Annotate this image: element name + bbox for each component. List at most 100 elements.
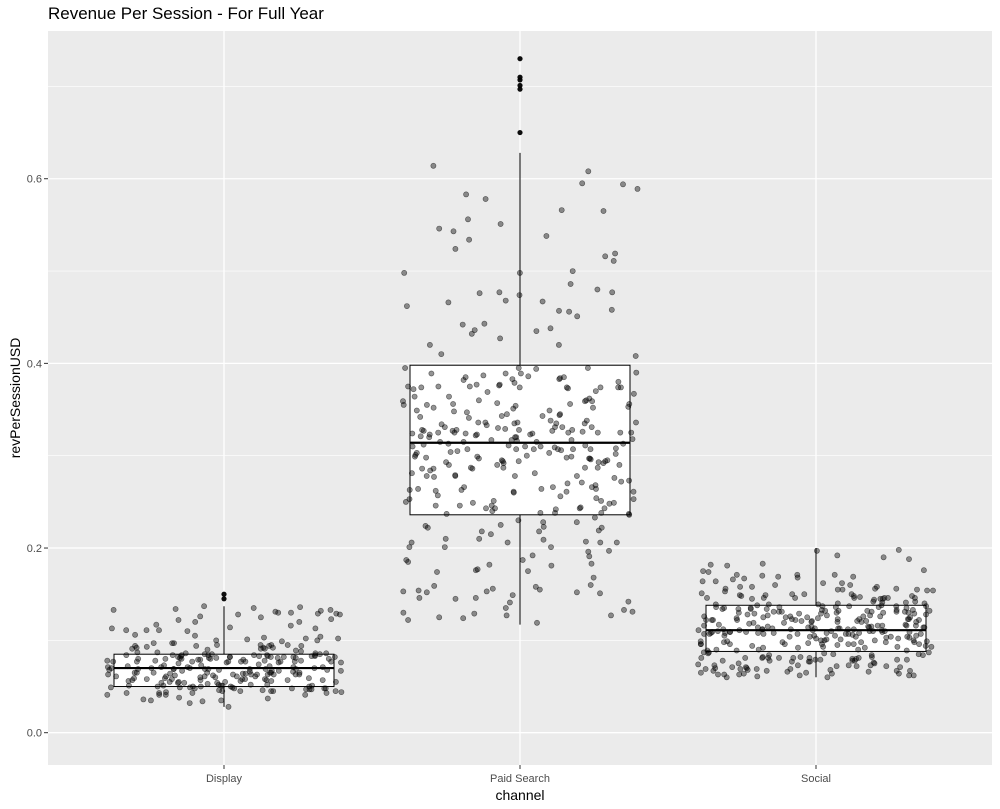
data-point (597, 539, 604, 546)
data-point (563, 454, 570, 461)
data-point (420, 441, 427, 448)
data-point (815, 615, 821, 622)
data-point (235, 611, 241, 618)
data-point (558, 447, 564, 454)
data-point (772, 582, 778, 588)
data-point (515, 517, 522, 524)
data-point (324, 667, 331, 673)
data-point (436, 614, 443, 621)
data-point (474, 566, 481, 573)
data-point (604, 457, 611, 464)
data-point (715, 628, 721, 634)
data-point (617, 429, 624, 436)
data-point (510, 489, 517, 496)
data-point (443, 459, 449, 466)
data-point (187, 684, 193, 691)
data-point (483, 505, 489, 512)
data-point (885, 595, 891, 601)
data-point (556, 307, 562, 314)
data-point (755, 646, 762, 653)
data-point (498, 413, 505, 419)
data-point (749, 583, 755, 590)
data-point (851, 657, 858, 664)
data-point (925, 649, 932, 656)
data-point (763, 667, 770, 674)
data-point (708, 617, 715, 623)
data-point (225, 703, 232, 710)
x-tick-label: Display (206, 773, 243, 785)
data-point (489, 585, 496, 592)
data-point (703, 617, 709, 623)
data-point (143, 627, 150, 634)
data-point (297, 604, 303, 610)
data-point (536, 586, 543, 593)
data-point (331, 654, 338, 660)
data-point (500, 460, 507, 466)
data-point (471, 610, 478, 617)
data-point (405, 617, 411, 623)
data-point (514, 437, 520, 444)
data-point (861, 644, 868, 651)
data-point (821, 650, 828, 657)
data-point (754, 602, 761, 609)
data-point (152, 657, 159, 664)
data-point (776, 604, 783, 610)
data-point (721, 639, 727, 646)
data-point (292, 647, 299, 654)
data-point (701, 631, 707, 637)
data-point (233, 673, 240, 680)
data-point (227, 624, 233, 631)
data-point (887, 633, 894, 640)
data-point (512, 473, 518, 479)
data-point (753, 666, 760, 672)
data-point (590, 404, 596, 411)
data-point (519, 557, 526, 563)
data-point (721, 632, 728, 639)
data-point (406, 486, 413, 493)
data-point (298, 648, 304, 655)
data-point (516, 426, 522, 433)
data-point (730, 576, 736, 583)
data-point (419, 426, 425, 433)
outlier-point (517, 56, 523, 62)
data-point (706, 631, 713, 637)
data-point (744, 611, 751, 618)
data-point (727, 641, 733, 647)
data-point (910, 672, 917, 679)
data-point (423, 401, 430, 408)
data-point (533, 438, 540, 445)
data-point (727, 629, 733, 635)
data-point (298, 643, 305, 649)
data-point (759, 572, 766, 579)
data-point (486, 561, 493, 568)
data-point (551, 444, 558, 451)
data-point (502, 370, 509, 377)
data-point (716, 621, 722, 628)
data-point (860, 613, 867, 620)
data-point (749, 595, 755, 602)
data-point (248, 671, 254, 678)
data-point (510, 405, 517, 412)
data-point (874, 622, 881, 629)
data-point (751, 610, 758, 617)
data-point (476, 535, 483, 542)
data-point (615, 378, 622, 385)
data-point (833, 663, 840, 670)
data-point (556, 412, 563, 418)
data-point (473, 381, 480, 388)
data-point (123, 627, 130, 634)
data-point (743, 664, 749, 670)
data-point (818, 610, 824, 617)
data-point (839, 580, 845, 586)
data-point (586, 553, 593, 560)
data-point (594, 429, 601, 436)
data-point (583, 538, 589, 545)
data-point (833, 609, 840, 616)
data-point (613, 539, 620, 546)
data-point (525, 568, 531, 574)
data-point (261, 634, 267, 641)
data-point (450, 228, 457, 235)
data-point (548, 562, 555, 569)
data-point (775, 573, 782, 580)
data-point (227, 654, 233, 660)
